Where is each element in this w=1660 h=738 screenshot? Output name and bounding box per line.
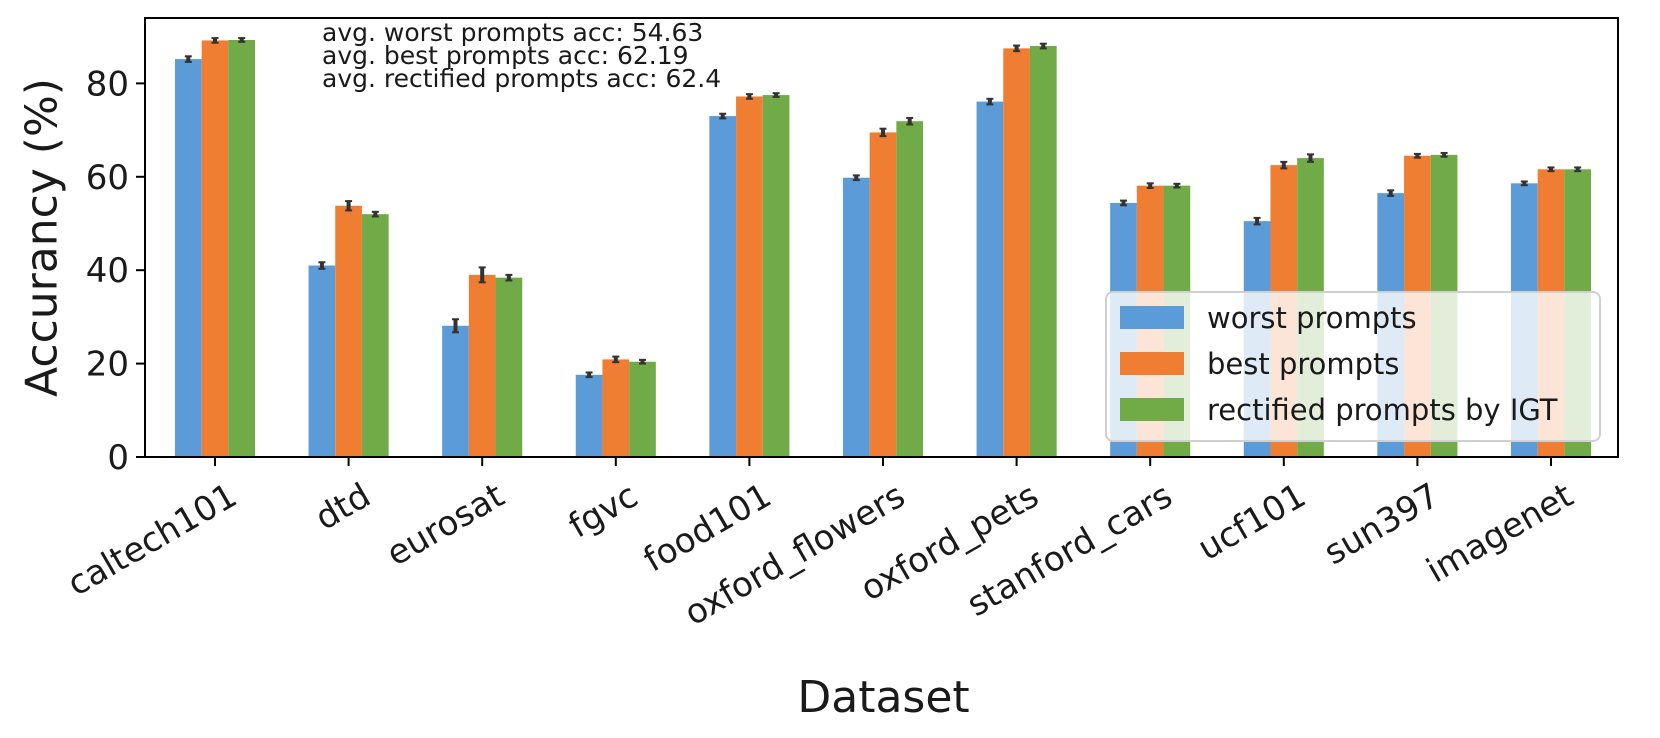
legend: worst prompts best prompts rectified promp… bbox=[1105, 291, 1601, 442]
legend-box bbox=[1105, 291, 1601, 442]
x-tick-label: imagenet bbox=[1420, 476, 1580, 591]
bar bbox=[495, 277, 523, 457]
legend-label: worst prompts bbox=[1207, 301, 1417, 335]
plot-frame bbox=[144, 17, 1619, 458]
annotation-text: avg. worst prompts acc: 54.63 bbox=[322, 18, 703, 47]
y-tick-label: 0 bbox=[107, 438, 129, 478]
y-tick-label: 60 bbox=[86, 158, 129, 198]
bar bbox=[361, 214, 389, 457]
bar bbox=[468, 274, 496, 457]
bar bbox=[201, 40, 229, 457]
bar bbox=[602, 359, 630, 457]
x-tick-label: caltech101 bbox=[61, 476, 244, 605]
bar bbox=[629, 361, 656, 457]
x-tick-label: dtd bbox=[309, 476, 378, 539]
y-axis: 0 20 40 60 80 bbox=[86, 64, 145, 478]
bar bbox=[736, 96, 763, 458]
legend-swatch bbox=[1120, 398, 1184, 421]
bar bbox=[228, 39, 256, 457]
annotation-text: avg. rectified prompts acc: 62.4 bbox=[322, 64, 721, 93]
bar bbox=[442, 325, 469, 457]
bar bbox=[174, 59, 202, 458]
bar bbox=[896, 121, 924, 457]
bar bbox=[335, 205, 362, 457]
x-axis: caltech101 dtd eurosat fgvcfood101oxford_fl… bbox=[61, 457, 1580, 634]
y-tick-label: 40 bbox=[86, 251, 129, 291]
x-tick-label: eurosat bbox=[380, 476, 511, 575]
bar bbox=[869, 132, 897, 457]
x-tick-label: fgvc bbox=[562, 476, 645, 547]
bar bbox=[709, 116, 737, 458]
bar bbox=[1003, 48, 1030, 457]
x-tick-label: ucf101 bbox=[1191, 476, 1312, 569]
legend-label: best prompts bbox=[1207, 347, 1400, 381]
bar bbox=[575, 374, 603, 457]
legend-swatch bbox=[1120, 306, 1184, 329]
bar bbox=[976, 101, 1004, 458]
y-axis-title: Accurancy (%) bbox=[17, 78, 68, 397]
legend-swatch bbox=[1120, 352, 1184, 375]
bar bbox=[762, 95, 790, 458]
bar bbox=[1029, 46, 1057, 458]
y-tick-label: 20 bbox=[86, 345, 129, 385]
x-tick-label: oxford_flowers bbox=[678, 476, 912, 634]
y-tick-label: 80 bbox=[86, 64, 129, 104]
legend-label: rectified prompts by IGT bbox=[1207, 393, 1558, 427]
x-axis-title: Dataset bbox=[797, 672, 969, 723]
bar bbox=[308, 265, 336, 457]
bars-group bbox=[174, 37, 1592, 458]
bar bbox=[842, 177, 870, 457]
annotation-text: avg. best prompts acc: 62.19 bbox=[322, 41, 689, 70]
